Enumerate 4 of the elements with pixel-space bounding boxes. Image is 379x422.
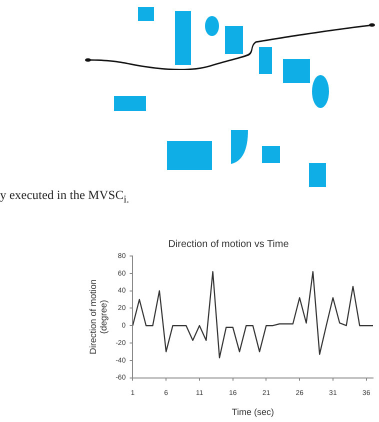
- text: y executed in the MVSC$_{i.}$: [0, 188, 130, 206]
- x-axis-title: Time (sec): [232, 407, 274, 418]
- y-axis-title: Direction of motion (degree): [88, 279, 109, 354]
- chart-title: Direction of motion vs Time: [168, 238, 290, 250]
